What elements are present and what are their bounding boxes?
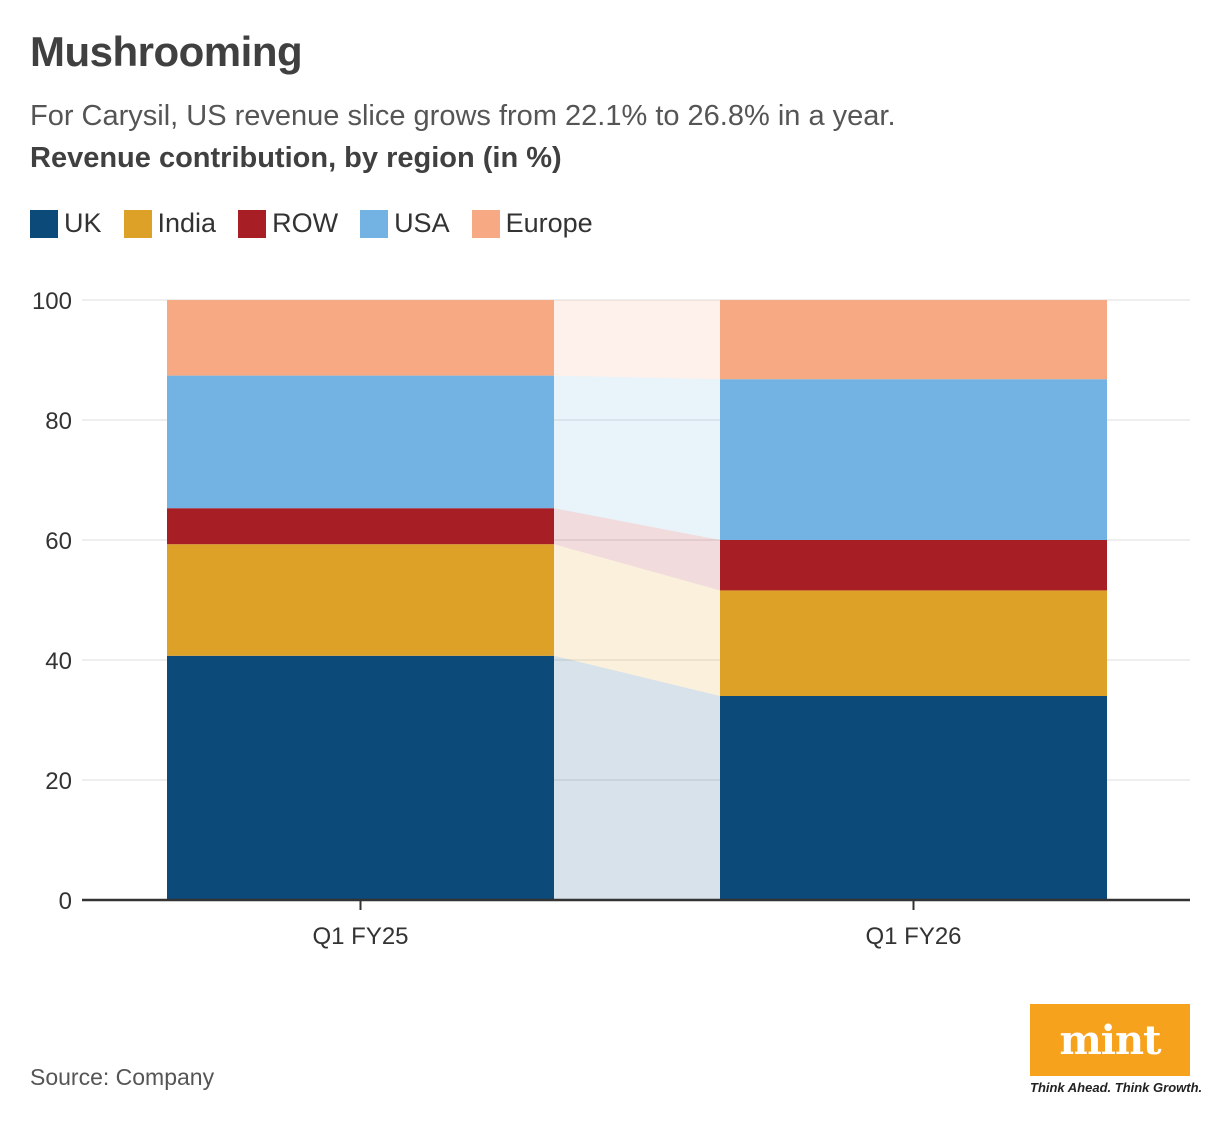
bar-segment-uk [167,655,554,900]
mint-logo: mint [1030,1004,1190,1076]
chart-title: Mushrooming [30,28,303,75]
bar-segment-row [720,540,1107,591]
y-tick-label: 20 [45,768,72,795]
legend: UK India ROW USA Europe [30,208,615,239]
y-tick-label: 80 [45,408,72,435]
stacked-bar-chart: 0 20 40 60 80 100 Q1 FY25 Q1 FY26 [32,288,1190,950]
legend-item-uk: UK [30,208,102,239]
connector-band-europe [554,300,720,380]
bar-segment-india [720,590,1107,696]
legend-swatch [471,209,500,238]
connector-band-row [554,508,720,591]
logo-wordmark: mint [1059,1016,1161,1064]
bar-segment-usa [167,375,554,509]
legend-item-usa: USA [360,208,450,239]
legend-label: Europe [505,208,593,238]
legend-swatch [30,209,58,238]
legend-label: India [157,208,217,238]
bar-segment-row [167,508,554,545]
x-tick-label: Q1 FY26 [865,923,961,950]
y-tick-label: 0 [59,888,72,915]
legend-label: ROW [272,208,339,238]
legend-swatch [123,209,152,238]
connector-band-uk [554,655,720,900]
legend-item-india: India [123,208,217,239]
chart-heading: Revenue contribution, by region (in %) [30,142,562,174]
legend-label: USA [394,208,450,238]
legend-label: UK [64,208,102,238]
bar-segment-usa [720,379,1107,540]
y-tick-label: 100 [32,288,72,315]
connector-band-usa [554,375,720,540]
bar-segment-india [167,544,554,656]
connector-band-india [554,544,720,696]
legend-swatch [238,209,267,238]
y-tick-label: 40 [45,648,72,675]
legend-swatch [360,209,389,238]
legend-item-row: ROW [238,208,338,239]
bar-segment-europe [167,300,554,376]
source-note: Source: Company [30,1064,215,1090]
chart-subtitle: For Carysil, US revenue slice grows from… [30,100,896,132]
logo-tagline: Think Ahead. Think Growth. [1030,1080,1203,1095]
bar-segment-uk [720,696,1107,900]
bar-segment-europe [720,300,1107,380]
legend-item-europe: Europe [471,208,593,239]
x-tick-label: Q1 FY25 [312,923,408,950]
y-tick-label: 60 [45,528,72,555]
